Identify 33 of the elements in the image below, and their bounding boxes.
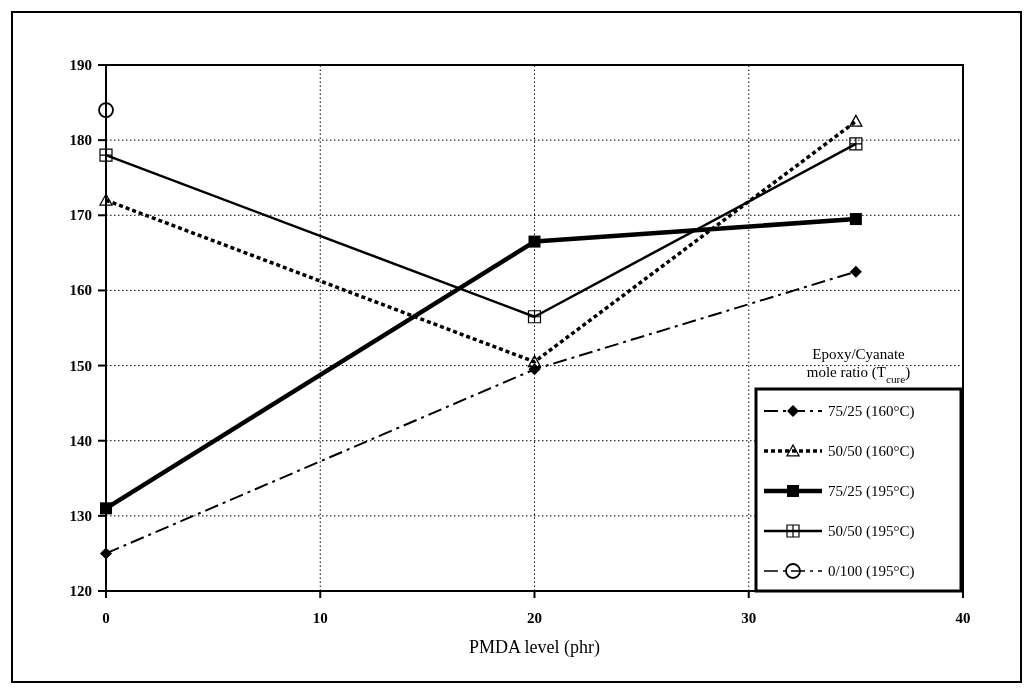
point (100, 547, 112, 560)
x-tick-label: 20 (527, 610, 542, 626)
point (849, 265, 862, 278)
legend-label: 75/25 (195°C) (828, 483, 915, 500)
x-tick-label: 10 (312, 610, 328, 626)
point (849, 137, 863, 151)
y-tick-label: 170 (69, 207, 92, 224)
legend-title: Epoxy/Cyanate mole ratio (T$_{cure}$) (806, 346, 911, 385)
y-tick-label: 160 (69, 282, 92, 299)
x-tick-label: 30 (741, 610, 757, 626)
point (99, 193, 113, 206)
point (849, 114, 863, 127)
y-tick-label: 190 (69, 57, 92, 73)
x-axis-title: PMDA level (phr) (469, 637, 600, 658)
y-tick-label: 120 (69, 583, 92, 599)
x-tick-label: 0 (102, 610, 110, 626)
legend-label: 50/50 (160°C) (828, 443, 915, 460)
legend-label: 75/25 (160°C) (828, 403, 915, 420)
y-tick-label: 130 (69, 507, 92, 524)
point (100, 502, 112, 515)
legend-label: 50/50 (195°C) (828, 523, 915, 540)
point (99, 148, 113, 162)
y-tick-label: 180 (69, 132, 92, 149)
y-tick-label: 140 (69, 432, 92, 449)
y-tick-label: 150 (69, 357, 92, 374)
point (98, 102, 114, 118)
point (528, 235, 541, 248)
legend-label: 0/100 (195°C) (828, 563, 915, 580)
point (849, 213, 862, 226)
point (528, 363, 541, 376)
x-tick-label: 40 (955, 610, 971, 626)
point (527, 355, 542, 368)
point (527, 310, 542, 324)
